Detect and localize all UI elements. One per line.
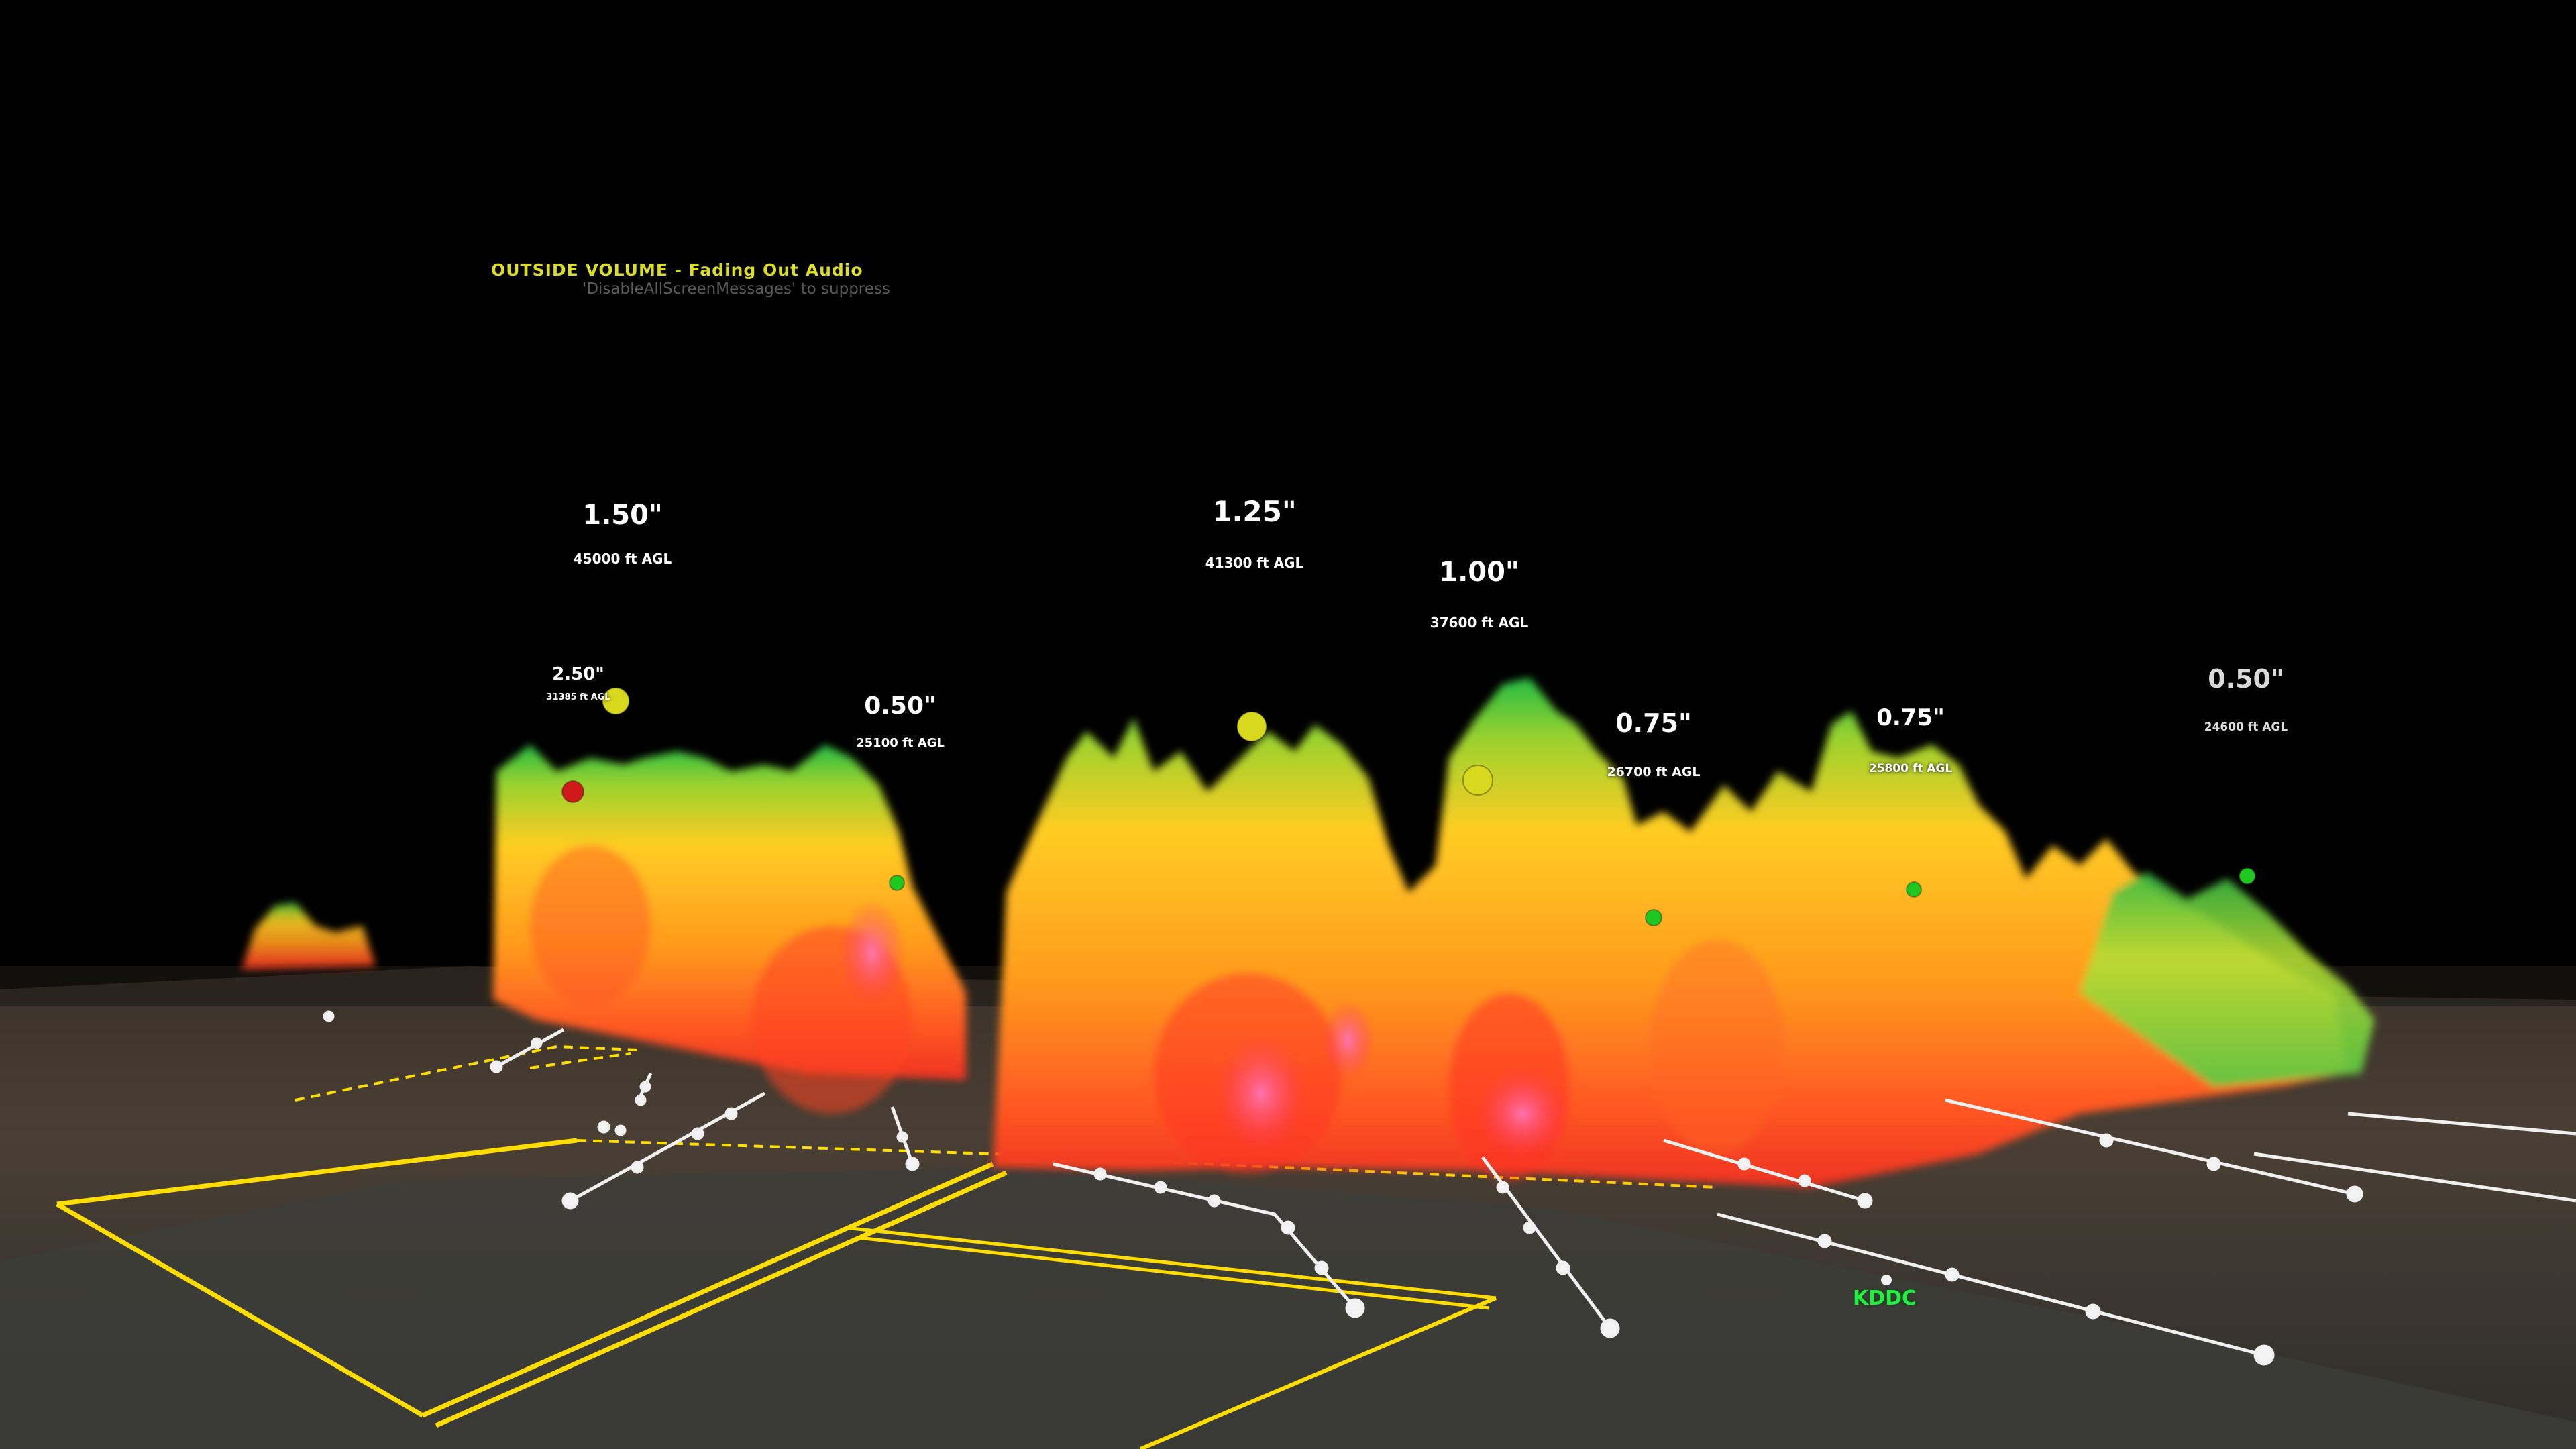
- hail-altitude: 41300 ft AGL: [1205, 555, 1304, 571]
- hail-size: 0.50": [2208, 664, 2284, 694]
- storm-cell-distant: [241, 902, 376, 969]
- hail-label-1: 1.50" 45000 ft AGL: [574, 500, 672, 567]
- hail-altitude: 37600 ft AGL: [1430, 614, 1529, 631]
- hail-altitude: 25800 ft AGL: [1868, 762, 1953, 775]
- hail-size: 0.75": [1615, 708, 1692, 738]
- screen-message-hint: 'DisableAllScreenMessages' to suppress: [582, 280, 890, 298]
- terrain-urban-area: [0, 1167, 2576, 1449]
- hail-marker-4[interactable]: [1236, 711, 1267, 742]
- hail-size: 1.00": [1439, 557, 1519, 588]
- hail-size: 1.50": [582, 500, 663, 531]
- radar-station-label: KDDC: [1853, 1287, 1917, 1310]
- hail-label-2: 2.50" 31385 ft AGL: [546, 664, 610, 702]
- county-lines: [56, 1044, 1718, 1449]
- hail-marker-8[interactable]: [2239, 867, 2256, 885]
- hail-altitude: 26700 ft AGL: [1607, 765, 1701, 780]
- hail-label-3: 0.50" 25100 ft AGL: [856, 692, 945, 750]
- hail-marker-5[interactable]: [1462, 765, 1493, 796]
- hail-size: 0.75": [1876, 704, 1945, 731]
- hail-label-7: 0.75" 25800 ft AGL: [1869, 704, 1952, 775]
- reflectivity-cores: [839, 899, 1570, 1161]
- hail-size: 2.50": [552, 664, 604, 684]
- storm-tracks: [323, 1010, 2576, 1366]
- hail-altitude: 25100 ft AGL: [856, 736, 945, 750]
- hail-marker-6[interactable]: [1645, 909, 1662, 926]
- hail-marker-2[interactable]: [561, 780, 584, 803]
- hail-label-4: 1.25" 41300 ft AGL: [1205, 495, 1303, 571]
- hail-marker-3[interactable]: [889, 875, 905, 891]
- hail-marker-1[interactable]: [602, 687, 630, 715]
- hail-label-8: 0.50" 24600 ft AGL: [2204, 664, 2288, 734]
- hail-altitude: 31385 ft AGL: [546, 692, 610, 702]
- hail-altitude: 45000 ft AGL: [573, 551, 672, 567]
- hail-size: 1.25": [1212, 495, 1297, 528]
- hail-label-6: 0.75" 26700 ft AGL: [1607, 708, 1700, 780]
- radar-site-icon: [1881, 1275, 1892, 1285]
- hail-size: 0.50": [864, 692, 936, 720]
- hail-label-5: 1.00" 37600 ft AGL: [1430, 557, 1528, 631]
- hail-marker-7[interactable]: [1906, 881, 1922, 898]
- hail-marker-points: [561, 687, 2256, 926]
- screen-warning-message: OUTSIDE VOLUME - Fading Out Audio: [491, 260, 863, 280]
- hail-altitude: 24600 ft AGL: [2204, 720, 2288, 734]
